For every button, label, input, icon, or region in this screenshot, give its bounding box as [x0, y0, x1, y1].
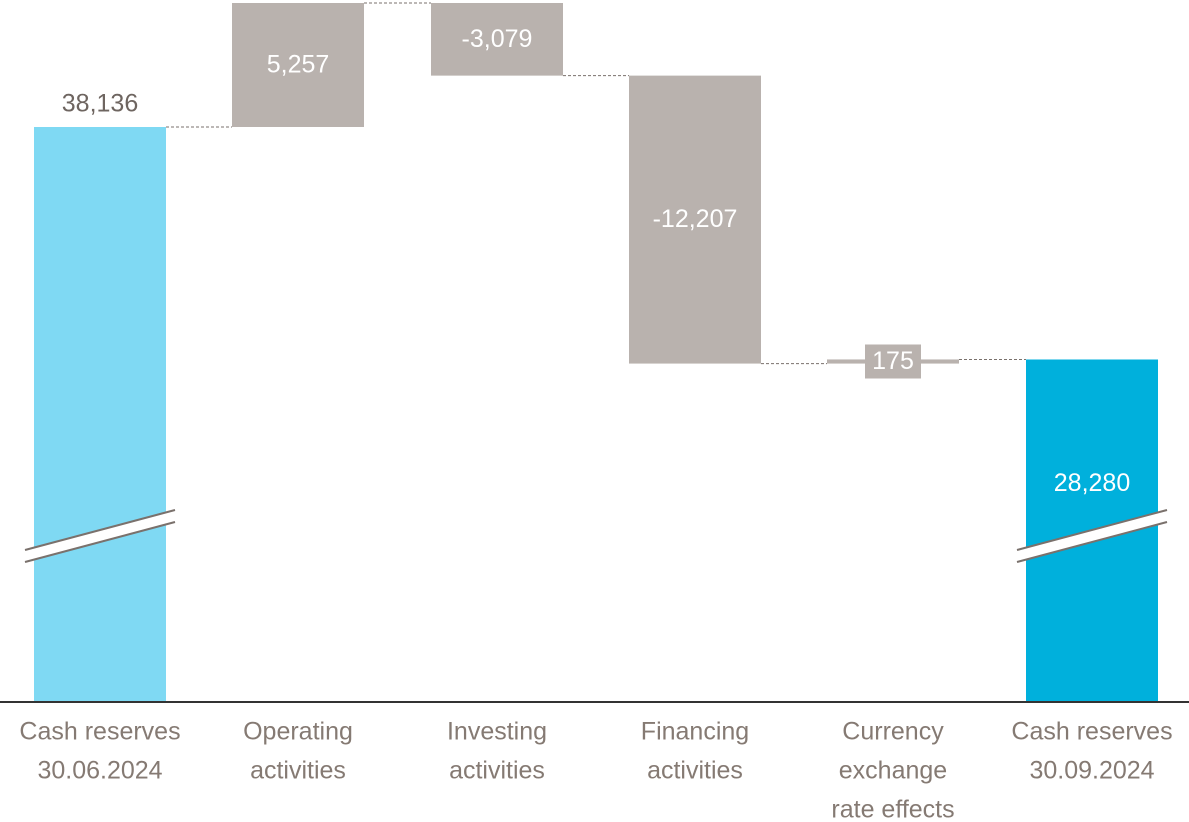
axis-break-line — [1016, 509, 1168, 551]
x-tick-label: rate effects — [831, 796, 954, 822]
x-tick-label: Currency — [842, 718, 944, 746]
value-label: 5,257 — [267, 51, 330, 79]
bar — [629, 75, 761, 364]
x-tick-label: 30.09.2024 — [1029, 757, 1154, 785]
x-tick-label: Operating — [243, 718, 353, 746]
x-tick-label: exchange — [839, 757, 947, 785]
value-label: 175 — [872, 347, 914, 375]
value-label-box — [865, 344, 921, 379]
x-tick-label: activities — [449, 757, 545, 785]
axis-break — [1017, 510, 1167, 562]
bar — [34, 127, 166, 703]
axis-break — [25, 510, 175, 562]
x-tick-label: Investing — [447, 718, 547, 746]
axis-break-line — [24, 509, 176, 551]
bar — [431, 2, 563, 76]
x-tick-label: Financing — [641, 718, 749, 746]
bar — [232, 2, 364, 128]
x-tick-label: activities — [250, 757, 346, 785]
axis-break-line — [24, 521, 176, 563]
value-label: -3,079 — [462, 25, 533, 53]
value-label: 38,136 — [62, 90, 138, 118]
x-tick-label: Cash reserves — [19, 718, 180, 746]
x-tick-label: Cash reserves — [1011, 718, 1172, 746]
x-tick-label: activities — [647, 757, 743, 785]
axis-break-line — [1016, 521, 1168, 563]
value-label: 28,280 — [1054, 469, 1130, 497]
value-label: -12,207 — [653, 205, 738, 233]
x-tick-label: 30.06.2024 — [37, 757, 162, 785]
